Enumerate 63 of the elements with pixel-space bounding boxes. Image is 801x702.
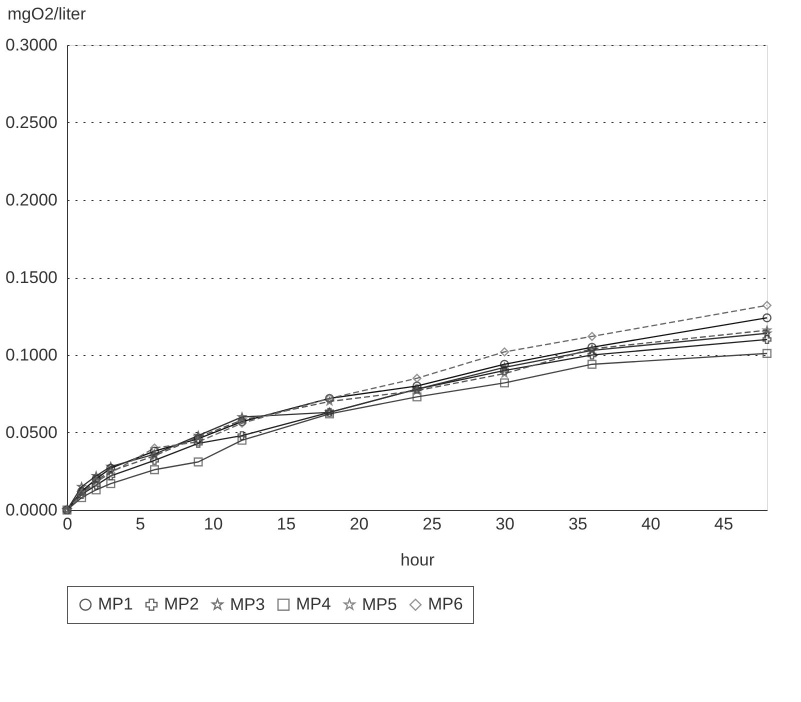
point	[150, 465, 160, 474]
point	[412, 374, 422, 383]
point	[762, 334, 772, 344]
point	[587, 332, 597, 341]
point	[237, 431, 247, 440]
point	[762, 313, 772, 322]
point	[500, 360, 510, 369]
y-tick-label: 0.1000	[6, 346, 58, 364]
legend-label: MP1	[98, 594, 133, 614]
point	[238, 416, 246, 424]
point	[500, 378, 510, 388]
y-tick-label: 0.3000	[6, 36, 58, 54]
point	[150, 450, 159, 458]
x-axis-title: hour	[400, 550, 435, 570]
y-tick-label: 0.1500	[6, 268, 58, 287]
point	[106, 479, 116, 488]
point	[325, 396, 334, 406]
x-tick-label: 40	[641, 514, 660, 534]
point	[92, 478, 101, 487]
y-tick-label: 0.0500	[6, 423, 58, 442]
legend-label: MP2	[164, 594, 199, 614]
point	[92, 485, 101, 494]
point	[762, 348, 772, 358]
point	[762, 300, 772, 310]
x-tick-label: 5	[136, 514, 146, 534]
legend-label: MP6	[428, 594, 463, 614]
y-tick-label: 0.0000	[6, 500, 58, 520]
point	[237, 436, 247, 445]
legend-label: MP5	[362, 594, 397, 614]
point	[500, 366, 510, 376]
point	[500, 347, 510, 356]
point	[150, 456, 160, 465]
y-axis-title: mgO2/liter	[8, 4, 86, 24]
x-tick-label: 30	[496, 514, 514, 534]
y-tick-label: 0.2000	[6, 190, 58, 210]
point	[587, 360, 597, 369]
legend-label: MP3	[230, 594, 265, 614]
point	[150, 443, 160, 453]
point	[762, 326, 772, 334]
point	[106, 468, 116, 478]
x-tick-label: 45	[714, 514, 734, 534]
point	[412, 392, 422, 402]
point	[106, 466, 116, 476]
x-tick-label: 10	[204, 514, 223, 534]
point	[762, 328, 772, 338]
x-tick-label: 20	[350, 514, 369, 534]
point	[500, 362, 509, 372]
x-tick-label: 35	[568, 514, 588, 534]
point	[500, 369, 509, 378]
point	[92, 471, 100, 480]
point	[150, 451, 159, 460]
point	[194, 457, 203, 466]
point	[106, 464, 116, 473]
point	[77, 493, 86, 502]
point	[150, 446, 160, 456]
x-tick-label: 25	[422, 514, 442, 534]
point	[92, 480, 101, 490]
point	[238, 412, 246, 421]
x-tick-label: 0	[62, 514, 72, 534]
x-tick-label: 15	[276, 514, 296, 534]
point	[106, 471, 116, 480]
y-tick-label: 0.2500	[6, 113, 58, 132]
legend-label: MP4	[296, 594, 331, 614]
